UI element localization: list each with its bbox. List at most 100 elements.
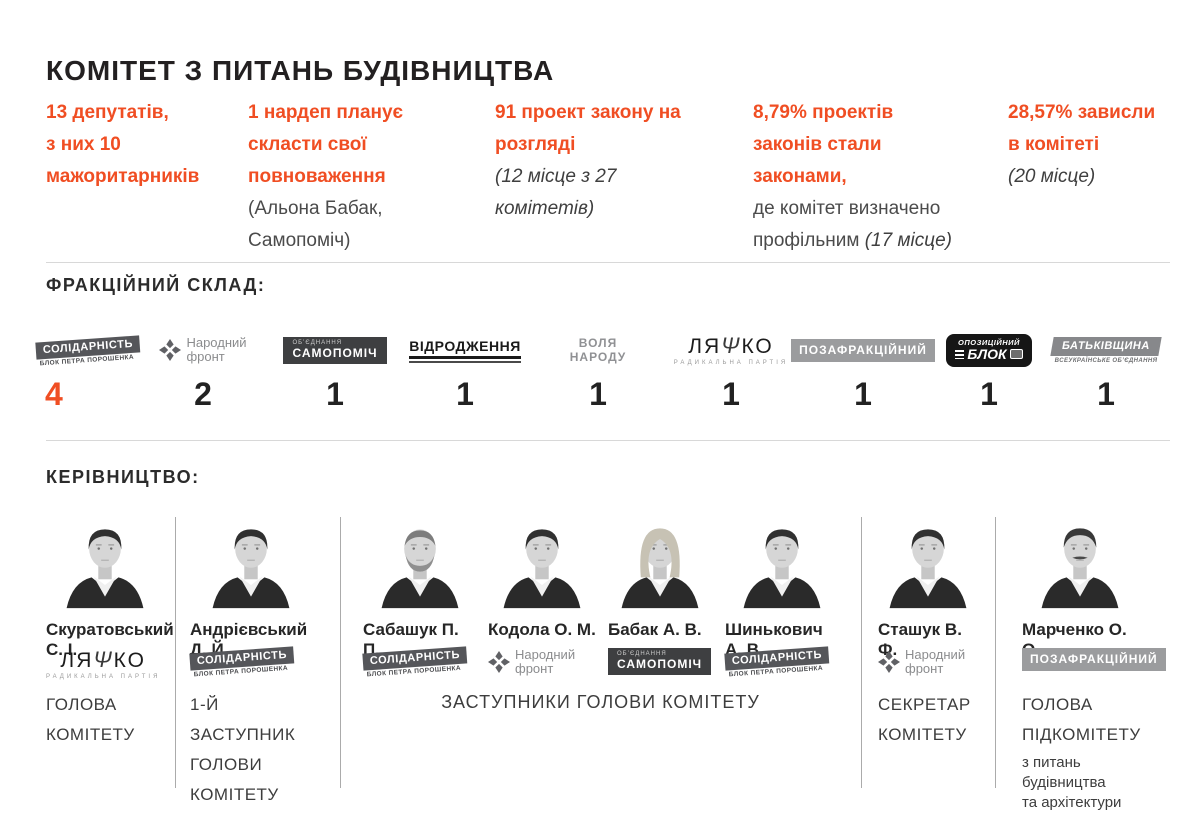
person-photo [608,515,712,610]
person-photo-image [212,529,290,609]
party-logo-narodnyi_front: Народний фронт [488,648,575,676]
party-logo-liashko: ЛЯΨКО РАДИКАЛЬНА ПАРТІЯ [46,647,161,681]
party-badge-narodnyi_front: Народний фронт [878,648,978,690]
narodnyi-front-cross-icon [878,651,900,673]
fraction-item: ЛЯΨКО РАДИКАЛЬНА ПАРТІЯ 1 [666,327,796,412]
person-photo [1022,515,1138,610]
person-photo [488,515,596,610]
party-badge-solidarnist: СОЛІДАРНІСТЬ БЛОК ПЕТРА ПОРОШЕНКА [189,646,312,690]
fraction-item: Народний фронт 2 [138,327,268,411]
fraction-item: ПОЗАФРАКЦІЙНИЙ 1 [791,327,935,412]
person-photo-image [1041,528,1119,609]
person-photo [363,515,477,610]
stat-note: (Альона Бабак, Самопоміч) [248,198,383,251]
person-photo [190,515,312,610]
party-logo-solidarnist: СОЛІДАРНІСТЬ БЛОК ПЕТРА ПОРОШЕНКА [35,333,141,367]
trident-icon: Ψ [93,647,114,672]
stat-highlight: 1 нардеп планує скласти свої повноваженн… [248,102,404,187]
party-logo-narodnyi_front: Народний фронт [159,336,247,364]
party-logo-volia_narodu: ВОЛЯ НАРОДУ [569,336,627,364]
stat-highlight: 13 депутатів, з них 10 мажоритарників [46,102,200,187]
divider-vertical [340,517,341,788]
party-logo-solidarnist: СОЛІДАРНІСТЬ БЛОК ПЕТРА ПОРОШЕНКА [362,644,468,678]
person-name: Сабашук П. П. [363,620,459,659]
stat-column: 1 нардеп планує скласти свої повноваженн… [248,97,453,257]
person-card: Сабашук П. П. СОЛІДАРНІСТЬ БЛОК ПЕТРА ПОР… [362,515,477,693]
flag-icon [1009,349,1023,359]
fraction-count: 1 [722,376,740,412]
person-card: Скуратовський С. І. ЛЯΨКО РАДИКАЛЬНА ПАРТ… [46,515,174,753]
stat-highlight: 91 проект закону на розгляді [495,102,681,155]
divider-top [46,262,1170,263]
person-card: Бабак А. В. ОБ’ЄДНАННЯ САМОПОМІЧ [608,515,712,693]
stripes-icon [955,349,965,359]
person-role-detail: з питань будівництва та архітектури [1022,754,1122,811]
narodnyi-front-cross-icon [488,651,510,673]
person-card: Андрієвський Д. Й. СОЛІДАРНІСТЬ БЛОК ПЕТР… [189,515,312,813]
party-logo-opozytsiinyi_blok: ОПОЗИЦІЙНИЙ БЛОК [946,333,1032,367]
party-logo-narodnyi_front: Народний фронт [878,648,965,676]
deputies-group-role: ЗАСТУПНИКИ ГОЛОВИ КОМІТЕТУ [441,692,760,712]
person-photo-image [889,529,967,609]
person-photo [725,515,839,610]
person-photo [46,515,164,610]
person-name: Андрієвський Д. Й. [190,620,308,659]
party-logo-solidarnist: СОЛІДАРНІСТЬ БЛОК ПЕТРА ПОРОШЕНКА [724,644,830,678]
person-role: ГОЛОВА КОМІТЕТУ [46,695,135,744]
person-card: Марченко О. О. ПОЗАФРАКЦІЙНИЙ ГОЛОВА ПІД… [1022,515,1166,813]
person-name: Марченко О. О. [1022,620,1127,659]
party-badge-pozafraktsiinyi: ПОЗАФРАКЦІЙНИЙ [1022,648,1166,690]
party-logo-pozafraktsiinyi: ПОЗАФРАКЦІЙНИЙ [791,338,935,362]
party-logo-samopomich: ОБ’ЄДНАННЯ САМОПОМІЧ [283,336,387,364]
page-title: КОМІТЕТ З ПИТАНЬ БУДІВНИЦТВА [46,54,555,86]
person-card: Шинькович А. В. СОЛІДАРНІСТЬ БЛОК ПЕТРА П… [724,515,839,693]
party-badge-narodnyi_front: Народний фронт [488,648,596,690]
trident-icon: Ψ [721,333,742,358]
person-card: Кодола О. М. Народний фронт [488,515,596,693]
fraction-item: БАТЬКІВЩИНА ВСЕУКРАЇНСЬКЕ ОБ’ЄДНАННЯ 1 [1041,327,1171,411]
fractions-heading: ФРАКЦІЙНИЙ СКЛАД: [46,275,266,295]
person-photo-image [66,529,144,609]
stat-note-italic: (17 місце) [864,230,952,251]
stat-note-italic: (20 місце) [1008,166,1096,187]
party-logo-liashko: ЛЯΨКО РАДИКАЛЬНА ПАРТІЯ [673,333,789,367]
person-name: Шинькович А. В. [725,620,823,659]
party-logo-pozafraktsiinyi: ПОЗАФРАКЦІЙНИЙ [1022,648,1166,671]
person-photo-image [621,528,699,609]
person-photo [878,515,978,610]
person-name: Бабак А. В. [608,620,702,639]
person-role: 1-Й ЗАСТУПНИК ГОЛОВИ КОМІТЕТУ [190,695,296,804]
fraction-count: 1 [854,376,872,412]
party-logo-samopomich: ОБ’ЄДНАННЯ САМОПОМІЧ [608,648,712,675]
divider-vertical [995,517,996,788]
fraction-item: ВОЛЯ НАРОДУ 1 [533,327,663,411]
leadership-heading: КЕРІВНИЦТВО: [46,467,200,487]
narodnyi-front-cross-icon [159,339,182,361]
party-badge-samopomich: ОБ’ЄДНАННЯ САМОПОМІЧ [608,648,712,690]
party-logo-solidarnist: СОЛІДАРНІСТЬ БЛОК ПЕТРА ПОРОШЕНКА [189,644,295,678]
divider-middle [46,440,1170,441]
person-name: Сташук В. Ф. [878,620,962,659]
fraction-item: СОЛІДАРНІСТЬ БЛОК ПЕТРА ПОРОШЕНКА 4 [23,327,153,411]
stat-note: де комітет визначено профільним [753,198,941,251]
person-photo-image [381,529,459,609]
fraction-count: 1 [456,376,474,412]
stat-highlight: 8,79% проектів законів стали законами, [753,102,894,187]
person-card: Сташук В. Ф. Народний фронт СЕКРЕТАР КОМІ… [878,515,978,753]
divider-vertical [175,517,176,788]
person-name: Скуратовський С. І. [46,620,174,659]
fraction-item: ВІДРОДЖЕННЯ 1 [400,327,530,411]
divider-vertical [861,517,862,788]
fraction-count: 4 [45,376,63,412]
person-name: Кодола О. М. [488,620,596,639]
party-logo-batkivshchyna: БАТЬКІВЩИНА ВСЕУКРАЇНСЬКЕ ОБ’ЄДНАННЯ [1050,336,1162,364]
stat-column: 28,57% зависли в комітеті (20 місце) [1008,97,1178,193]
party-badge-liashko: ЛЯΨКО РАДИКАЛЬНА ПАРТІЯ [46,648,164,690]
stat-column: 8,79% проектів законів стали законами, де… [753,97,963,257]
party-logo-vidrodzhennia: ВІДРОДЖЕННЯ [409,338,521,363]
stat-note-italic: (12 місце з 27 комітетів) [495,166,617,219]
party-badge-solidarnist: СОЛІДАРНІСТЬ БЛОК ПЕТРА ПОРОШЕНКА [362,646,477,690]
person-role: ГОЛОВА ПІДКОМІТЕТУ [1022,695,1141,744]
fraction-count: 1 [326,376,344,412]
